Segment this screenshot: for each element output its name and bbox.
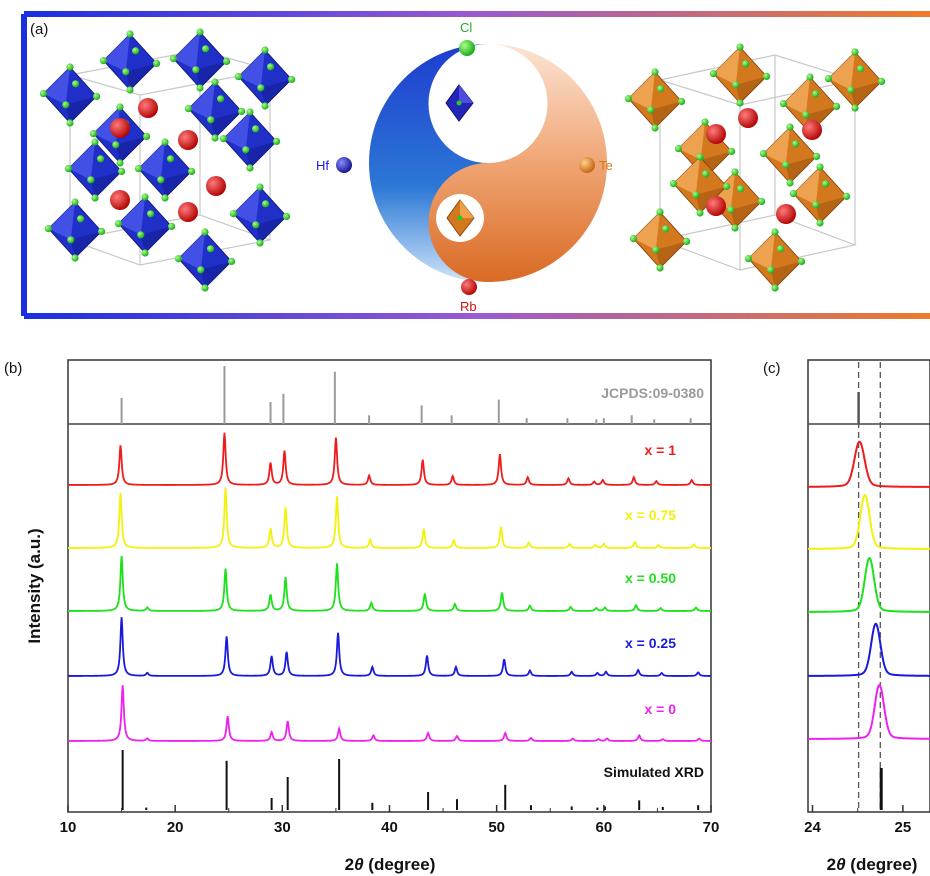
rb-atom xyxy=(706,124,726,144)
rb-atom xyxy=(178,202,198,222)
unit-cell-edges xyxy=(657,54,858,271)
xrd-series-line xyxy=(68,685,711,742)
series-label: x = 1 xyxy=(644,442,676,458)
xrd-series-line xyxy=(68,617,711,677)
crystal-structure-hf xyxy=(39,28,296,292)
xrd-series-line xyxy=(68,487,711,549)
zoomed-peak-line xyxy=(808,493,930,550)
x-tick-label: 10 xyxy=(60,819,77,836)
hf-octahedron xyxy=(169,28,231,92)
x-axis-ticks-c: 24 25 xyxy=(804,805,911,836)
series-label: x = 0.50 xyxy=(625,570,676,586)
element-label-rb: Rb xyxy=(460,299,477,314)
reference-label: JCPDS:09-0380 xyxy=(601,385,704,401)
y-axis-label: Intensity (a.u.) xyxy=(25,528,44,643)
rb-atom xyxy=(706,196,726,216)
te-octahedron xyxy=(709,43,771,107)
te-octahedron xyxy=(744,228,806,292)
cl-atom-icon xyxy=(459,40,475,56)
x-tick-label: 20 xyxy=(167,819,184,836)
panel-label-c: (c) xyxy=(763,360,781,377)
x-tick-label: 24 xyxy=(804,819,821,836)
hf-octahedron xyxy=(114,193,176,257)
hf-octahedron xyxy=(134,138,196,202)
series-label: x = 0.75 xyxy=(625,507,676,523)
hf-octahedron xyxy=(64,138,126,202)
rb-atom xyxy=(110,118,130,138)
plot-frame-c xyxy=(807,359,930,813)
rb-atom xyxy=(178,130,198,150)
rb-atom-icon xyxy=(461,279,477,295)
te-octahedron xyxy=(759,123,821,187)
panel-b: (b) 10 20 30 40 50 60 70 JCPDS:09-0380 Simulat… xyxy=(4,359,720,874)
rb-atom xyxy=(206,176,226,196)
hf-atom-icon xyxy=(336,157,352,173)
hf-octahedron xyxy=(99,30,161,94)
xrd-series-line xyxy=(68,555,711,612)
zoomed-peak-line xyxy=(808,440,930,488)
simulated-xrd-sticks xyxy=(121,750,700,810)
rb-atom xyxy=(138,98,158,118)
panel-a: (a) Cl Hf xyxy=(21,11,930,319)
reference-sticks-c xyxy=(857,392,883,810)
hf-octahedron xyxy=(234,46,296,110)
reference-dashed-lines xyxy=(857,362,881,810)
rb-atom xyxy=(802,120,822,140)
zoomed-peak-line xyxy=(808,683,930,740)
x-axis-label-b: 2θ (degree) xyxy=(345,855,436,874)
x-axis-ticks-b: 10 20 30 40 50 60 70 xyxy=(60,805,720,836)
crystal-structure-te xyxy=(624,43,886,292)
series-label: x = 0.25 xyxy=(625,635,676,651)
zoomed-peaks-group xyxy=(808,440,930,740)
xrd-series-line xyxy=(68,432,711,486)
x-tick-label: 70 xyxy=(703,819,720,836)
hf-octahedron xyxy=(44,198,106,262)
hf-octahedron xyxy=(229,183,291,247)
te-octahedra xyxy=(624,43,886,292)
te-octahedron xyxy=(824,48,886,112)
te-octahedron xyxy=(624,68,686,132)
simulated-label: Simulated XRD xyxy=(604,764,704,780)
element-label-cl: Cl xyxy=(460,20,472,35)
x-tick-label: 25 xyxy=(895,819,912,836)
rb-atom xyxy=(738,108,758,128)
x-tick-label: 30 xyxy=(274,819,291,836)
te-atom-icon xyxy=(579,157,595,173)
hf-octahedron xyxy=(174,228,236,292)
x-tick-label: 60 xyxy=(595,819,612,836)
yin-yang-diagram: Cl Hf Te Rb xyxy=(316,20,613,314)
reference-pattern-sticks xyxy=(120,366,692,424)
x-axis-label-c: 2θ (degree) xyxy=(827,855,918,874)
hf-octahedra xyxy=(39,28,296,292)
xrd-series-group xyxy=(68,432,711,742)
panel-label-a: (a) xyxy=(30,21,48,38)
panel-label-b: (b) xyxy=(4,360,22,377)
series-label: x = 0 xyxy=(644,701,676,717)
element-label-te: Te xyxy=(599,158,613,173)
plot-frame-b xyxy=(67,359,712,813)
zoomed-peak-line xyxy=(808,622,930,677)
series-labels: x = 1 x = 0.75 x = 0.50 x = 0.25 x = 0 xyxy=(625,442,676,717)
rb-atom xyxy=(776,204,796,224)
rb-atom xyxy=(110,190,130,210)
te-octahedron xyxy=(629,208,691,272)
panel-c: (c) 24 25 2θ (degree) xyxy=(763,359,930,874)
te-octahedron xyxy=(789,163,851,227)
x-tick-label: 40 xyxy=(381,819,398,836)
x-tick-label: 50 xyxy=(488,819,505,836)
element-label-hf: Hf xyxy=(316,158,329,173)
hf-octahedron xyxy=(184,78,246,142)
zoomed-peak-line xyxy=(808,556,930,613)
hf-octahedron xyxy=(219,108,281,172)
hf-octahedron xyxy=(39,63,101,127)
